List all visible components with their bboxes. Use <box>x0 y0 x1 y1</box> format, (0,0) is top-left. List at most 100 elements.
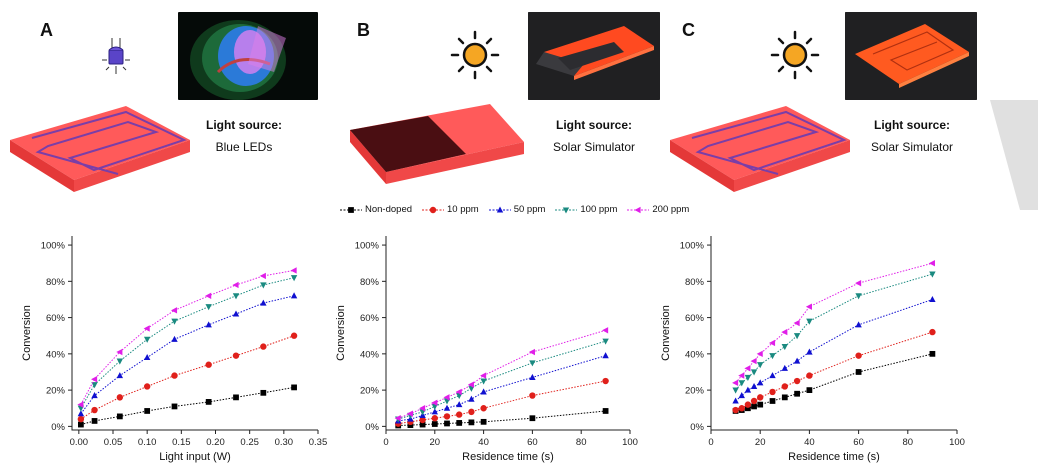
data-point <box>750 382 758 390</box>
data-point <box>467 381 474 388</box>
data-point <box>928 259 935 267</box>
data-point <box>769 388 776 396</box>
y-tick-label: 40% <box>46 349 66 360</box>
data-point <box>419 416 426 424</box>
series-line-100-ppm <box>735 273 933 391</box>
data-point <box>143 383 151 390</box>
data-point <box>929 350 936 357</box>
x-tick-label: 20 <box>430 437 441 448</box>
x-axis-label: Residence time (s) <box>788 451 880 463</box>
data-point <box>529 415 536 422</box>
x-tick-label: 0.20 <box>206 437 225 448</box>
x-tick-label: 0.15 <box>172 437 191 448</box>
data-point <box>91 406 98 414</box>
data-point <box>929 295 936 303</box>
data-point <box>116 394 124 401</box>
data-point <box>480 418 487 425</box>
x-tick-label: 0.25 <box>240 437 259 448</box>
legend-marker <box>348 206 354 213</box>
chart-a: 0.00 0.05 0.10 0.15 0.20 0.25 0.30 0.35 0% 20% 40%… <box>21 236 328 463</box>
data-point <box>431 399 438 407</box>
data-point <box>745 405 751 412</box>
data-point <box>116 372 124 379</box>
data-point <box>171 318 178 325</box>
data-point <box>456 420 463 426</box>
data-point <box>744 386 752 393</box>
reactor-b-illustration <box>350 104 524 184</box>
y-tick-label: 20% <box>685 386 705 397</box>
x-tick-label: 40 <box>478 437 489 448</box>
data-point <box>91 382 98 389</box>
y-tick-label: 60% <box>360 313 380 324</box>
series-line-50-ppm <box>80 295 295 415</box>
x-tick-label: 0.35 <box>309 437 328 448</box>
legend-marker <box>563 206 570 214</box>
data-point <box>806 387 813 393</box>
data-point <box>781 394 788 401</box>
legend-marker <box>496 205 503 213</box>
legend-label: Non-doped <box>365 204 413 215</box>
data-point <box>738 372 745 379</box>
photo-solar-reactor-b <box>528 12 660 100</box>
series-line-200-ppm <box>80 269 295 405</box>
data-point <box>468 408 475 416</box>
data-point <box>781 344 788 351</box>
data-point <box>260 343 267 350</box>
panel-letter-b: B <box>357 20 370 40</box>
x-tick-label: 80 <box>903 437 914 448</box>
data-point <box>77 410 85 417</box>
data-point <box>260 389 267 396</box>
data-point <box>419 421 426 428</box>
blue-led-icon <box>102 38 130 74</box>
data-point <box>143 336 151 343</box>
x-tick-label: 60 <box>853 437 864 448</box>
edge-shadow-decoration <box>990 100 1038 210</box>
photo-blue-led-setup <box>178 12 318 100</box>
data-point <box>732 379 739 387</box>
data-point <box>806 372 813 379</box>
data-point <box>407 422 414 428</box>
data-point <box>602 408 609 414</box>
data-point <box>468 419 475 426</box>
data-point <box>480 388 487 395</box>
data-point <box>855 321 862 328</box>
data-point <box>732 406 739 414</box>
data-point <box>77 401 84 408</box>
data-point <box>744 401 752 408</box>
data-point <box>91 392 98 399</box>
light-source-title-a: Light source: <box>205 118 282 132</box>
data-point <box>781 383 788 390</box>
y-tick-label: 100% <box>355 241 380 252</box>
legend-swatch <box>555 206 578 214</box>
data-point <box>406 410 413 417</box>
data-point <box>757 394 764 401</box>
series-line-non-doped <box>735 353 933 412</box>
data-point <box>91 376 98 383</box>
data-point <box>468 395 475 402</box>
data-point <box>744 374 752 381</box>
data-point <box>232 352 240 359</box>
legend-label: 100 ppm <box>580 204 618 215</box>
series-line-10-ppm <box>398 380 606 425</box>
x-tick-label: 0.00 <box>70 437 89 448</box>
data-point <box>290 292 298 299</box>
data-point <box>260 282 267 289</box>
panel-letter-c: C <box>682 20 695 40</box>
data-point <box>431 408 438 415</box>
y-tick-label: 80% <box>360 277 380 288</box>
data-point <box>602 327 609 334</box>
light-source-title-c: Light source: <box>873 118 950 132</box>
data-point <box>855 279 862 287</box>
data-point <box>205 399 212 405</box>
y-tick-label: 100% <box>680 241 705 252</box>
x-tick-label: 0.30 <box>275 437 294 448</box>
series-line-10-ppm <box>80 335 295 420</box>
x-tick-label: 100 <box>949 437 965 448</box>
y-tick-label: 40% <box>360 349 380 360</box>
data-point <box>91 418 98 424</box>
data-point <box>855 293 862 300</box>
data-point <box>769 353 776 360</box>
photo-solar-reactor-c <box>845 12 977 100</box>
axis-lines <box>710 236 957 431</box>
series-line-200-ppm <box>735 262 933 384</box>
